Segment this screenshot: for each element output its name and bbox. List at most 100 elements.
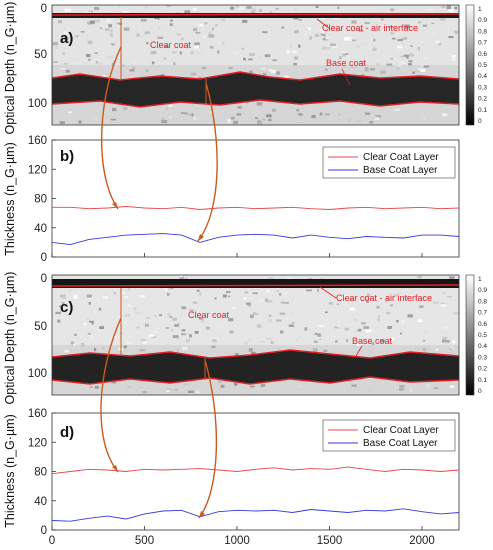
speckle [251,8,257,12]
speckle [154,16,160,20]
speckle [190,72,197,76]
speckle [417,275,422,279]
panel-b-legend-clear: Clear Coat Layer [363,152,439,163]
speckle [74,62,80,65]
speckle [173,62,176,65]
speckle [431,22,435,25]
speckle [198,23,203,27]
panel-d-legend-box [322,419,456,452]
speckle [276,319,282,322]
speckle [116,22,120,25]
speckle [159,314,162,317]
ytick-label: 0 [41,252,47,264]
speckle [436,43,441,46]
speckle [309,36,312,40]
speckle [142,340,148,344]
speckle [442,292,446,295]
speckle [85,11,92,14]
panel-a-image [51,4,460,126]
speckle [220,41,225,45]
speckle [94,6,100,10]
speckle [397,64,401,67]
speckle [293,62,297,66]
speckle [167,287,172,290]
speckle [361,322,366,325]
speckle [234,382,238,386]
speckle [176,348,179,352]
speckle [417,319,423,323]
panel-a-colorbar [465,4,475,126]
speckle [407,314,413,318]
speckle [447,340,450,343]
speckle [342,295,349,298]
speckle [133,307,137,311]
speckle [93,58,96,61]
speckle [265,298,269,302]
speckle [133,61,137,64]
speckle [78,120,82,124]
panel-c-interface-band [52,279,459,288]
speckle [320,33,326,36]
panel-b-axis-ticks: 0 40 80 120 160 [28,135,423,264]
speckle [163,57,167,60]
panel-c-base-pointer [355,345,363,357]
speckle [105,26,111,29]
panel-d-label: d) [60,424,74,441]
speckle [94,118,98,121]
speckle [384,300,388,303]
speckle [235,5,239,8]
speckle [364,22,370,24]
speckle [451,58,456,61]
ytick-label: 160 [28,135,47,147]
speckle [354,379,359,381]
speckle [114,335,117,338]
speckle [252,312,259,315]
speckle [53,61,58,63]
speckle [332,46,338,48]
speckle [103,291,108,295]
speckle [108,24,112,28]
speckle [354,330,360,332]
speckle [314,332,318,335]
panel-a-ytick: 100 [28,98,47,110]
speckle [276,290,280,293]
speckle [234,353,239,357]
speckle [432,301,439,304]
speckle [65,69,70,73]
speckle [434,43,439,47]
speckle [426,384,430,388]
speckle [415,310,419,315]
speckle [268,314,272,317]
speckle [441,339,447,343]
speckle [323,35,326,37]
speckle [337,316,341,319]
speckle [112,107,117,112]
speckle [336,303,339,305]
panel-a-base-coat-band [52,72,459,107]
speckle [427,8,434,11]
speckle [252,292,259,295]
panel-c-annotation-base-coat: Base coat [352,336,393,346]
speckle [144,31,151,35]
speckle [293,17,299,20]
speckle [339,56,342,60]
speckle [63,63,68,65]
speckle [378,314,380,319]
speckle [222,294,227,298]
speckle [161,120,168,124]
speckle [165,107,169,111]
panel-c-frame [51,274,460,396]
speckle [244,341,248,346]
speckle [446,5,451,10]
speckle [117,350,122,353]
speckle [242,67,245,71]
speckle [214,297,217,300]
colorbar-tick-label: 0.3 [478,84,487,91]
speckle [290,312,293,316]
speckle [185,339,190,343]
speckle [453,312,459,315]
speckle [230,6,234,10]
speckle [298,332,303,335]
speckle [298,113,303,116]
speckle [244,293,250,296]
